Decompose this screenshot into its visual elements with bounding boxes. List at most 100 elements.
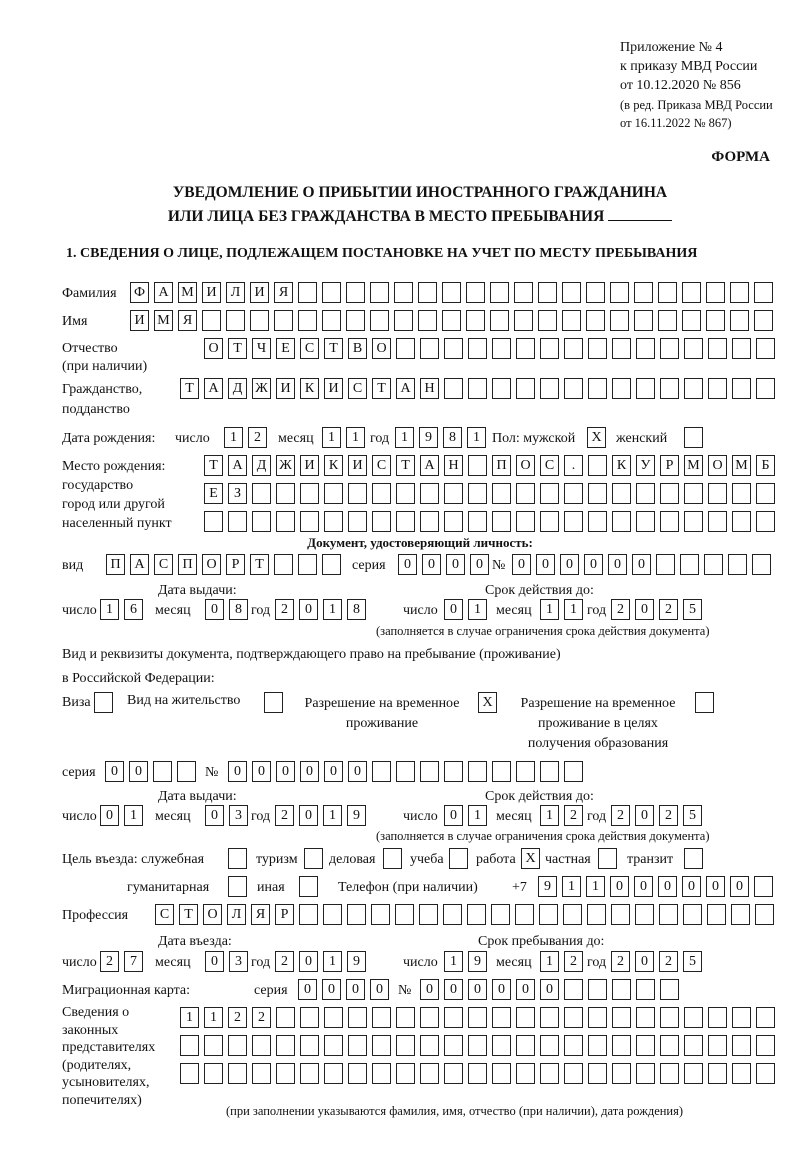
char-cell[interactable]: О	[203, 904, 222, 925]
char-cell[interactable]	[684, 338, 703, 359]
sex-male-checkbox[interactable]: X	[587, 427, 606, 448]
char-cell[interactable]	[732, 338, 751, 359]
char-cell[interactable]: А	[204, 378, 223, 399]
char-cell[interactable]: 0	[299, 599, 318, 620]
char-cell[interactable]	[177, 761, 196, 782]
place-blank[interactable]	[608, 206, 673, 221]
char-cell[interactable]	[756, 338, 775, 359]
char-cell[interactable]: З	[228, 483, 247, 504]
char-cell[interactable]	[755, 904, 774, 925]
char-cell[interactable]: 3	[229, 951, 248, 972]
char-cell[interactable]: 0	[205, 951, 224, 972]
char-cell[interactable]	[252, 1063, 271, 1084]
char-cell[interactable]	[202, 310, 221, 331]
char-cell[interactable]: 8	[443, 427, 462, 448]
char-cell[interactable]: У	[636, 455, 655, 476]
char-cell[interactable]: 0	[105, 761, 124, 782]
char-cell[interactable]	[396, 761, 415, 782]
char-cell[interactable]	[372, 1035, 391, 1056]
char-cell[interactable]: 0	[610, 876, 629, 897]
char-cell[interactable]: 1	[540, 599, 559, 620]
char-cell[interactable]: А	[420, 455, 439, 476]
char-cell[interactable]	[658, 282, 677, 303]
temp-res-edu-checkbox[interactable]	[695, 692, 714, 713]
char-cell[interactable]: 0	[205, 805, 224, 826]
sex-female-checkbox[interactable]	[684, 427, 703, 448]
char-cell[interactable]	[444, 761, 463, 782]
char-cell[interactable]	[562, 282, 581, 303]
char-cell[interactable]	[300, 483, 319, 504]
char-cell[interactable]: К	[324, 455, 343, 476]
char-cell[interactable]	[684, 1007, 703, 1028]
char-cell[interactable]: И	[276, 378, 295, 399]
char-cell[interactable]	[658, 310, 677, 331]
char-cell[interactable]	[660, 979, 679, 1000]
char-cell[interactable]	[540, 483, 559, 504]
char-cell[interactable]	[588, 455, 607, 476]
char-cell[interactable]	[348, 1035, 367, 1056]
char-cell[interactable]	[564, 378, 583, 399]
char-cell[interactable]: 5	[683, 599, 702, 620]
char-cell[interactable]: Л	[226, 282, 245, 303]
char-cell[interactable]	[300, 1063, 319, 1084]
char-cell[interactable]	[636, 979, 655, 1000]
char-cell[interactable]	[538, 282, 557, 303]
char-cell[interactable]: 2	[564, 805, 583, 826]
char-cell[interactable]	[324, 1035, 343, 1056]
char-cell[interactable]: 0	[635, 805, 654, 826]
char-cell[interactable]	[660, 1063, 679, 1084]
char-cell[interactable]: 0	[420, 979, 439, 1000]
char-cell[interactable]	[468, 1007, 487, 1028]
char-cell[interactable]: Ч	[252, 338, 271, 359]
char-cell[interactable]	[348, 483, 367, 504]
char-cell[interactable]: Н	[444, 455, 463, 476]
char-cell[interactable]	[228, 511, 247, 532]
char-cell[interactable]: П	[178, 554, 197, 575]
char-cell[interactable]: 0	[492, 979, 511, 1000]
purpose-study-checkbox[interactable]	[449, 848, 468, 869]
char-cell[interactable]	[299, 904, 318, 925]
char-cell[interactable]	[324, 483, 343, 504]
char-cell[interactable]	[490, 282, 509, 303]
char-cell[interactable]: 0	[706, 876, 725, 897]
char-cell[interactable]	[708, 1063, 727, 1084]
char-cell[interactable]	[684, 1063, 703, 1084]
char-cell[interactable]: Е	[276, 338, 295, 359]
char-cell[interactable]	[274, 554, 293, 575]
char-cell[interactable]	[680, 554, 699, 575]
char-cell[interactable]: 0	[468, 979, 487, 1000]
char-cell[interactable]	[610, 310, 629, 331]
char-cell[interactable]	[707, 904, 726, 925]
char-cell[interactable]	[492, 511, 511, 532]
char-cell[interactable]	[394, 310, 413, 331]
char-cell[interactable]: 0	[348, 761, 367, 782]
char-cell[interactable]: Р	[660, 455, 679, 476]
char-cell[interactable]	[348, 1007, 367, 1028]
char-cell[interactable]	[491, 904, 510, 925]
char-cell[interactable]: Т	[372, 378, 391, 399]
char-cell[interactable]	[443, 904, 462, 925]
char-cell[interactable]: 0	[540, 979, 559, 1000]
char-cell[interactable]	[634, 310, 653, 331]
char-cell[interactable]	[372, 1007, 391, 1028]
char-cell[interactable]	[466, 282, 485, 303]
char-cell[interactable]: 2	[252, 1007, 271, 1028]
char-cell[interactable]: Т	[228, 338, 247, 359]
char-cell[interactable]	[298, 310, 317, 331]
char-cell[interactable]	[492, 1063, 511, 1084]
char-cell[interactable]	[516, 761, 535, 782]
char-cell[interactable]: И	[202, 282, 221, 303]
char-cell[interactable]	[322, 282, 341, 303]
char-cell[interactable]	[731, 904, 750, 925]
